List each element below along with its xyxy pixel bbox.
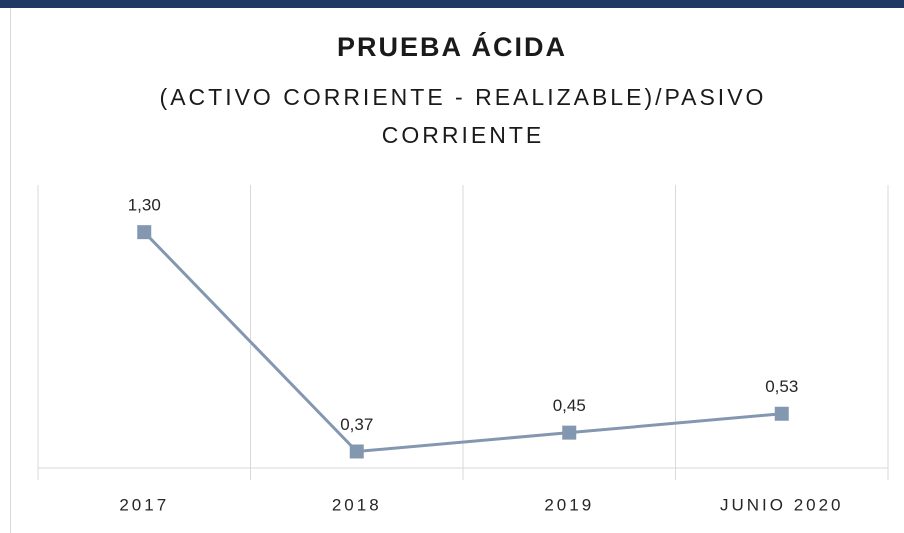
data-label: 1,30 (128, 196, 161, 215)
x-tick-label: JUNIO 2020 (720, 495, 844, 514)
marker (774, 406, 789, 421)
data-label: 0,53 (765, 377, 798, 396)
chart-subtitle: (ACTIVO CORRIENTE - REALIZABLE)/PASIVO C… (159, 84, 767, 148)
x-tick-label: 2018 (332, 495, 382, 514)
marker (562, 425, 577, 440)
top-bar (0, 0, 904, 8)
x-tick-label: 2017 (119, 495, 169, 514)
data-label: 0,45 (553, 396, 586, 415)
x-tick-label: 2019 (544, 495, 594, 514)
frame-line (10, 8, 11, 533)
marker (137, 225, 152, 240)
data-label: 0,37 (340, 415, 373, 434)
chart-title: PRUEBA ÁCIDA (336, 32, 567, 62)
marker (349, 444, 364, 459)
line (143, 231, 782, 454)
